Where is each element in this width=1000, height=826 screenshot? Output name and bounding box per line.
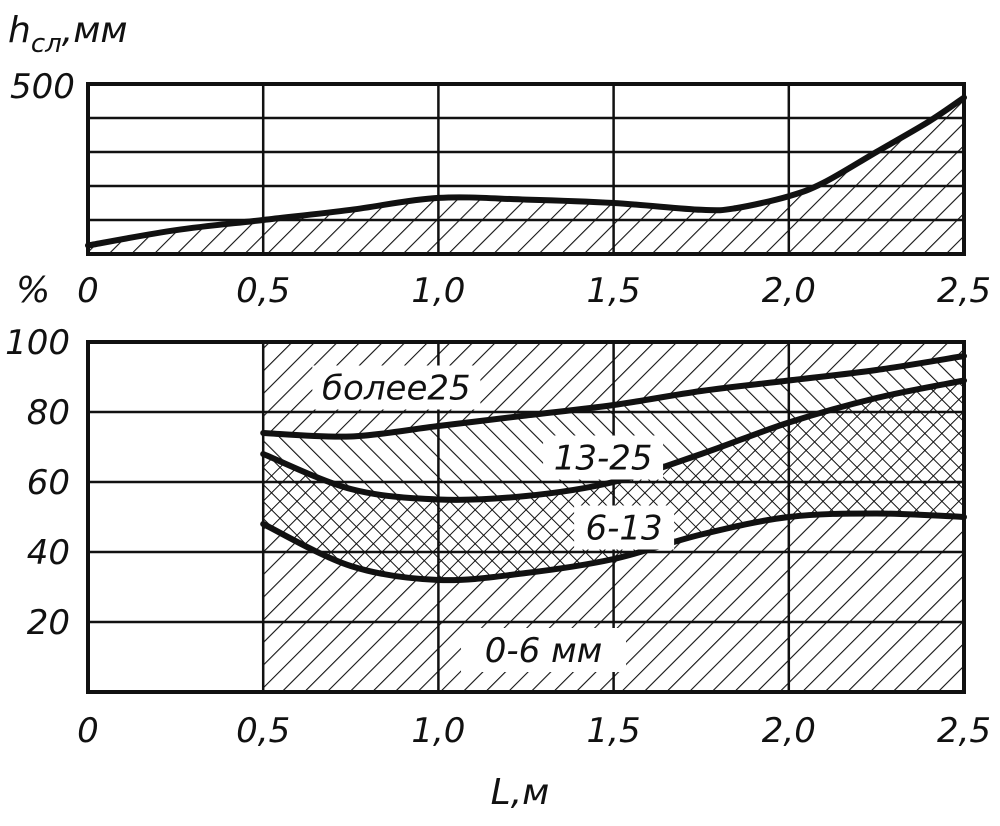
region-label: более25 bbox=[322, 369, 471, 409]
bottom-y-tick-label: 80 bbox=[27, 393, 70, 433]
top-x-tick-label: 1,5 bbox=[587, 271, 641, 311]
top-plot-frame bbox=[86, 82, 966, 256]
bottom-x-tick-label: 2,5 bbox=[937, 711, 991, 751]
top-y-tick-label-500: 500 bbox=[10, 67, 75, 107]
top-x-tick-label: 0 bbox=[77, 271, 99, 311]
top-x-tick-label: 0,5 bbox=[236, 271, 290, 311]
boundary-curve-2 bbox=[260, 353, 967, 440]
top-y-axis-title: hсл,мм bbox=[8, 10, 128, 59]
bottom-y-axis-title: % bbox=[16, 270, 50, 311]
boundary-curve-1 bbox=[260, 377, 967, 503]
bottom-x-tick-label: 1,5 bbox=[587, 711, 641, 751]
bottom-y-tick-label: 100 bbox=[5, 323, 70, 363]
boundary-curve-0 bbox=[260, 510, 967, 584]
top-layer-area-fill bbox=[88, 97, 964, 254]
top-x-tick-label: 1,0 bbox=[411, 271, 465, 311]
bottom-y-tick-label: 60 bbox=[27, 463, 70, 503]
bottom-x-tick-label: 0 bbox=[77, 711, 99, 751]
bottom-x-axis-title: L,м bbox=[491, 772, 550, 813]
bottom-y-tick-label: 40 bbox=[27, 533, 70, 573]
region-label: 13-25 bbox=[554, 439, 653, 479]
region-label-background bbox=[574, 505, 675, 550]
bottom-chart: % 20 40 60 80 100 0 0,5 1,0 1,5 2,0 2,5 более25 13… bbox=[5, 270, 991, 813]
top-chart: hсл,мм 500 0 0,5 1,0 1,5 2,0 2,5 bbox=[8, 10, 991, 311]
top-layer-height-curve bbox=[85, 94, 967, 249]
region-label: 0-6 мм bbox=[485, 631, 603, 671]
region-label-background bbox=[461, 628, 627, 672]
bottom-x-tick-label: 0,5 bbox=[236, 711, 290, 751]
region-label-background bbox=[312, 365, 481, 410]
region-label-background bbox=[543, 435, 664, 480]
top-x-tick-label: 2,5 bbox=[937, 271, 991, 311]
region-label: 6-13 bbox=[586, 509, 663, 549]
bottom-y-tick-label: 20 bbox=[27, 603, 70, 643]
bottom-x-tick-label: 2,0 bbox=[762, 711, 816, 751]
bottom-x-tick-label: 1,0 bbox=[411, 711, 465, 751]
top-x-tick-label: 2,0 bbox=[762, 271, 816, 311]
